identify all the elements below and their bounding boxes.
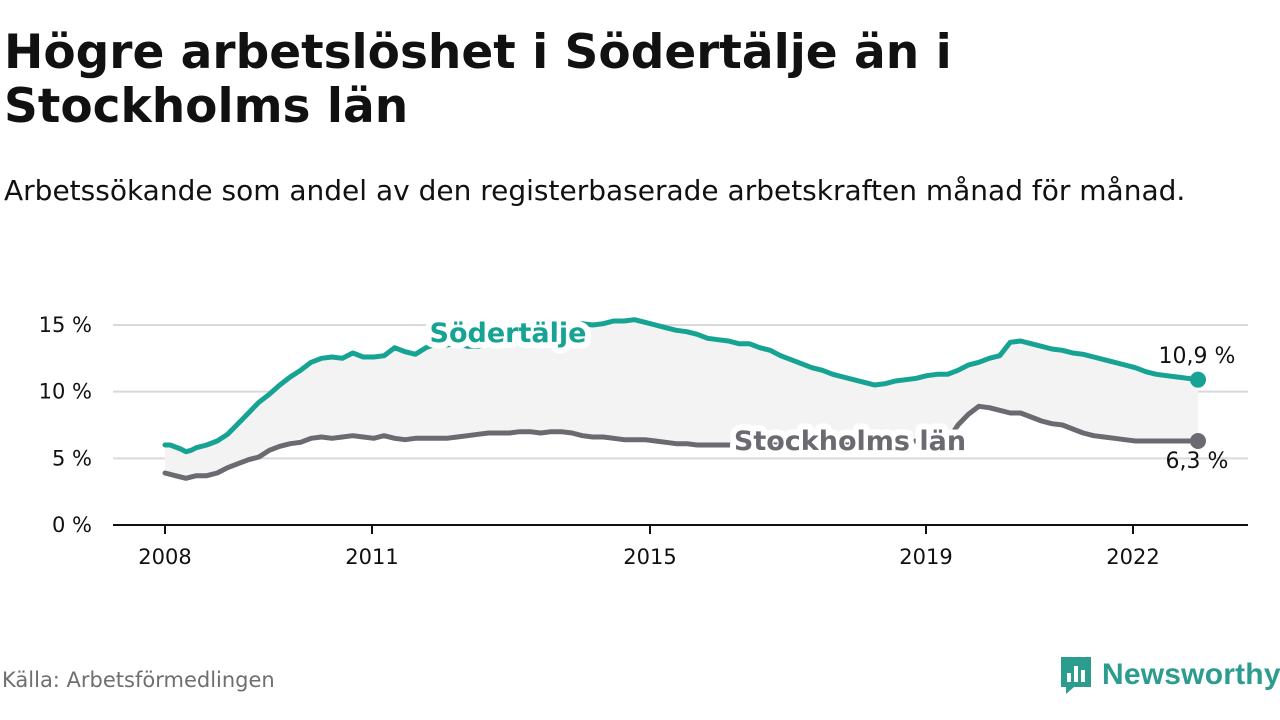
x-tick-label: 2019 bbox=[899, 545, 952, 569]
x-tick-label: 2008 bbox=[138, 545, 191, 569]
series-lines bbox=[162, 317, 1206, 481]
sodertalje-series-label: Södertälje bbox=[430, 318, 587, 349]
x-tick-label: 2015 bbox=[623, 545, 676, 569]
chart-title: Högre arbetslöshet i Södertälje än i Sto… bbox=[4, 25, 952, 134]
y-tick-label: 15 % bbox=[39, 313, 92, 337]
x-tick-label: 2011 bbox=[345, 545, 398, 569]
stockholm-series-label-halo: Stockholms län bbox=[734, 426, 966, 457]
stockholm-series-label: Stockholms län bbox=[734, 426, 966, 457]
brand-logo: Newsworthy bbox=[1058, 654, 1280, 696]
sodertalje-end-label: 10,9 % bbox=[1159, 344, 1236, 369]
stockholm-line bbox=[162, 403, 1201, 481]
source-note: Källa: Arbetsförmedlingen bbox=[2, 668, 275, 692]
y-tick-label: 5 % bbox=[52, 446, 92, 470]
difference-band bbox=[165, 319, 1198, 479]
x-axis: 2008 2011 2015 2019 2022 bbox=[113, 524, 1248, 569]
x-tick-label: 2022 bbox=[1106, 545, 1159, 569]
stockholm-end-point bbox=[1190, 433, 1206, 449]
sodertalje-line bbox=[162, 317, 1201, 455]
chart-subtitle: Arbetssökande som andel av den registerb… bbox=[4, 174, 1186, 207]
series-gap-area bbox=[165, 319, 1198, 479]
sodertalje-end-point bbox=[1190, 371, 1206, 388]
stockholm-end-label: 6,3 % bbox=[1166, 449, 1229, 474]
sodertalje-series-label-halo: Södertälje bbox=[430, 318, 587, 349]
brand-name: Newsworthy bbox=[1102, 658, 1280, 691]
y-tick-label: 0 % bbox=[52, 513, 92, 537]
newsworthy-logo-icon bbox=[1061, 657, 1091, 694]
y-tick-label: 10 % bbox=[39, 380, 92, 404]
